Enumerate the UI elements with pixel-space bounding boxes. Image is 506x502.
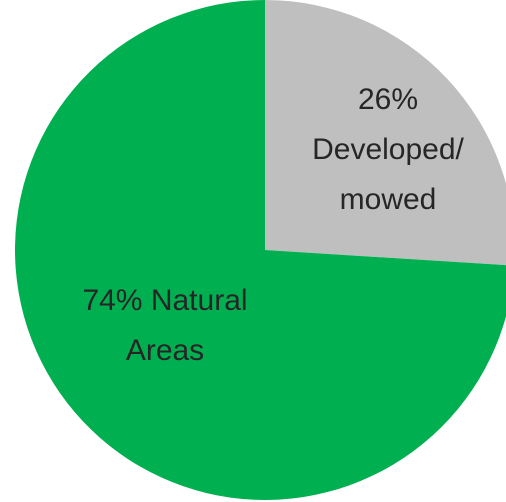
category-label: Natural Areas <box>125 284 248 367</box>
value-label: 26% <box>357 83 419 116</box>
value-label: 74% <box>82 284 143 317</box>
slice-label: 26% Developed/ mowed <box>300 75 476 225</box>
slice-label: 74% Natural Areas <box>60 276 270 376</box>
pie-slice <box>15 0 506 500</box>
pie-slice <box>265 0 506 266</box>
category-label: Developed/ mowed <box>312 133 464 216</box>
